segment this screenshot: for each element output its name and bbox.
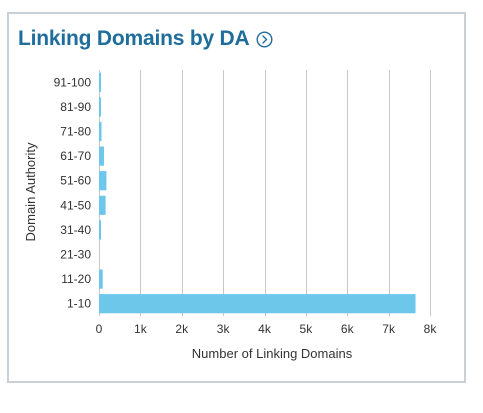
x-tick-label: 5k: [300, 322, 314, 336]
y-tick-label: 1-10: [67, 297, 91, 311]
y-tick-label: 11-20: [61, 272, 91, 286]
bars: [99, 72, 416, 314]
x-tick-label: 0: [96, 322, 103, 336]
x-tick-label: 2k: [175, 322, 189, 336]
bar[interactable]: [99, 97, 101, 117]
x-tick-label: 1k: [134, 322, 148, 336]
bar[interactable]: [99, 269, 103, 289]
bar[interactable]: [99, 294, 416, 314]
y-tick-label: 31-40: [60, 223, 91, 237]
y-tick-label: 81-90: [60, 100, 91, 114]
x-tick-label: 3k: [217, 322, 231, 336]
x-tick-label: 7k: [382, 322, 396, 336]
y-tick-label: 41-50: [60, 198, 91, 212]
x-tick-labels: 0 1k 2k 3k 4k 5k 6k 7k 8k: [96, 322, 438, 336]
bar[interactable]: [99, 220, 101, 240]
chevron-right-circle-icon[interactable]: [255, 30, 273, 48]
y-tick-label: 21-30: [60, 248, 91, 262]
y-axis-title: Domain Authority: [23, 142, 38, 241]
x-tick-label: 8k: [424, 322, 438, 336]
bar[interactable]: [99, 171, 107, 191]
bar[interactable]: [99, 146, 104, 166]
bar[interactable]: [99, 72, 101, 92]
y-tick-label: 71-80: [60, 125, 91, 139]
y-tick-label: 91-100: [54, 75, 92, 89]
x-tick-label: 6k: [341, 322, 355, 336]
card-title: Linking Domains by DA: [18, 27, 250, 50]
x-tick-label: 4k: [258, 322, 272, 336]
card-header: Linking Domains by DA: [18, 27, 273, 51]
y-tick-label: 51-60: [60, 174, 91, 188]
x-axis-title: Number of Linking Domains: [192, 346, 353, 361]
bar[interactable]: [99, 195, 106, 215]
bar[interactable]: [99, 121, 102, 142]
gridlines: [99, 70, 431, 316]
y-tick-labels: 91-100 81-90 71-80 61-70 51-60 41-50 31-40 21-3…: [54, 75, 92, 310]
y-tick-label: 61-70: [60, 149, 91, 163]
